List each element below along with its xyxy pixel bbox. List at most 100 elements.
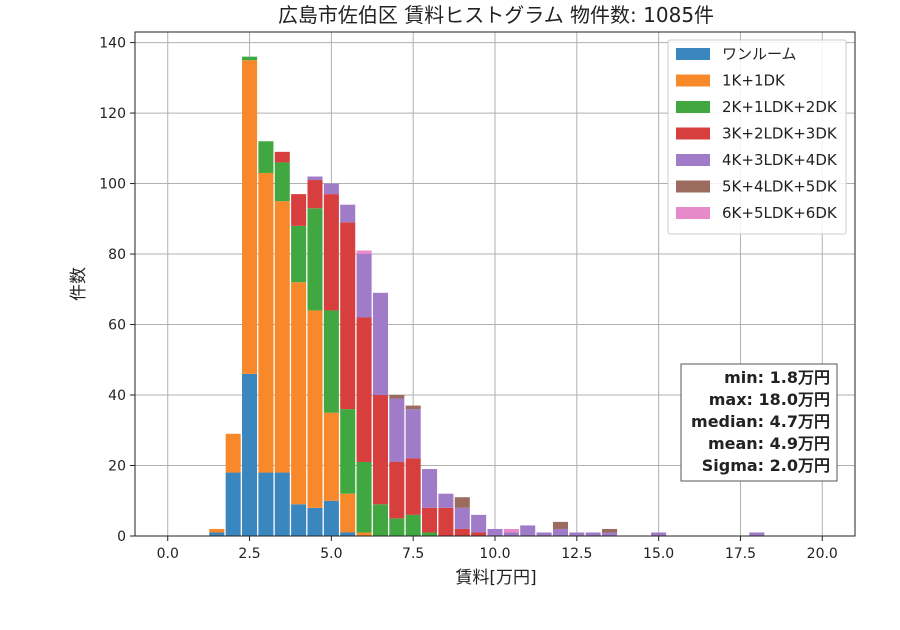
- legend-swatch-3: [676, 127, 710, 140]
- bar-segment-4: [389, 398, 405, 462]
- bar-segment-3: [356, 317, 372, 462]
- bar-segment-4: [307, 176, 323, 181]
- x-tick-label: 20.0: [807, 546, 838, 562]
- bar-segment-0: [209, 532, 225, 536]
- bar-segment-1: [356, 532, 372, 536]
- bar-segment-4: [749, 532, 765, 536]
- legend-label-6: 6K+5LDK+6DK: [722, 204, 838, 222]
- y-tick-label: 60: [108, 318, 126, 334]
- legend-swatch-5: [676, 180, 710, 193]
- bar-segment-2: [389, 518, 405, 536]
- stat-median: median: 4.7万円: [691, 412, 830, 431]
- bar-segment-1: [323, 412, 339, 501]
- bar-segment-3: [340, 222, 356, 410]
- bar-segment-4: [471, 514, 487, 533]
- bar-segment-4: [454, 507, 470, 529]
- bar-segment-2: [274, 162, 290, 202]
- bar-segment-3: [422, 507, 438, 533]
- bar-segment-4: [585, 532, 601, 536]
- bar-segment-2: [242, 56, 258, 61]
- bar-segment-0: [258, 472, 274, 536]
- stats-box: min: 1.8万円 max: 18.0万円 median: 4.7万円 mea…: [680, 363, 838, 482]
- bar-segment-4: [405, 409, 421, 459]
- bar-segment-5: [454, 497, 470, 508]
- bar-segment-4: [520, 525, 536, 536]
- bar-segment-1: [274, 201, 290, 473]
- bar-segment-1: [225, 433, 241, 473]
- bar-segment-3: [454, 528, 470, 536]
- bar-segment-6: [503, 528, 519, 533]
- bar-segment-3: [405, 458, 421, 515]
- bar-segment-4: [422, 469, 438, 508]
- bar-segment-2: [307, 208, 323, 311]
- bar-segment-5: [389, 395, 405, 399]
- bar-segment-0: [274, 472, 290, 536]
- legend-box: [667, 39, 847, 235]
- legend-swatch-6: [676, 207, 710, 219]
- x-tick-label: 5.0: [320, 546, 342, 562]
- bar-segment-1: [307, 310, 323, 508]
- y-tick-label: 140: [99, 36, 126, 52]
- bar-segment-2: [323, 310, 339, 413]
- bar-segment-3: [291, 194, 307, 226]
- stat-max: max: 18.0万円: [709, 390, 830, 409]
- bar-segment-4: [356, 254, 372, 318]
- bar-segment-0: [291, 504, 307, 536]
- bar-segment-2: [356, 461, 372, 533]
- bar-segment-0: [307, 507, 323, 536]
- legend-label-2: 2K+1LDK+2DK: [722, 98, 838, 116]
- x-tick-label: 0.0: [157, 546, 179, 562]
- x-tick-label: 12.5: [561, 546, 592, 562]
- stat-mean: mean: 4.9万円: [708, 434, 830, 453]
- legend-label-0: ワンルーム: [722, 45, 797, 63]
- x-axis-label: 賃料[万円]: [455, 568, 536, 588]
- bar-segment-1: [340, 493, 356, 533]
- bar-segment-4: [372, 292, 388, 396]
- bar-segment-1: [258, 172, 274, 473]
- bar-segment-4: [323, 183, 339, 195]
- bar-segment-4: [651, 532, 667, 536]
- legend: ワンルーム 1K+1DK 2K+1LDK+2DK 3K+2LDK+3DK 4K+3LDK…: [667, 39, 847, 235]
- bar-segment-0: [225, 472, 241, 536]
- bar-segment-3: [323, 194, 339, 311]
- bar-segment-4: [569, 532, 585, 536]
- y-tick-label: 100: [99, 177, 126, 193]
- x-tick-label: 17.5: [725, 546, 756, 562]
- bar-segment-4: [340, 204, 356, 223]
- bar-segment-3: [372, 395, 388, 505]
- y-axis-ticks: 0 20 40 60 80 100 120 140: [99, 36, 135, 545]
- legend-label-3: 3K+2LDK+3DK: [722, 125, 838, 143]
- stats-frame: [680, 363, 838, 482]
- legend-swatch-4: [676, 154, 710, 166]
- bar-segment-4: [552, 528, 568, 536]
- y-tick-label: 40: [108, 388, 126, 404]
- bar-segment-3: [274, 151, 290, 163]
- bar-segment-0: [340, 532, 356, 536]
- y-tick-label: 120: [99, 106, 126, 122]
- y-tick-label: 0: [117, 529, 126, 545]
- bar-segment-3: [438, 507, 454, 536]
- bar-segment-1: [242, 60, 258, 374]
- bar-segment-4: [487, 528, 503, 536]
- stat-sigma: Sigma: 2.0万円: [702, 456, 830, 475]
- x-tick-label: 10.0: [479, 546, 510, 562]
- bar-segment-3: [389, 461, 405, 519]
- bar-segment-2: [422, 532, 438, 536]
- bar-segment-6: [356, 250, 372, 255]
- bar-segment-4: [438, 493, 454, 508]
- bar-segment-4: [536, 532, 552, 536]
- legend-swatch-0: [676, 48, 710, 60]
- bar-segment-5: [552, 521, 568, 529]
- bar-segment-5: [602, 528, 618, 533]
- bar-segment-5: [405, 405, 421, 410]
- y-tick-label: 20: [108, 459, 126, 475]
- legend-label-5: 5K+4LDK+5DK: [722, 178, 838, 196]
- bar-segment-4: [503, 532, 519, 536]
- bar-segment-3: [307, 180, 323, 209]
- bar-segment-4: [602, 532, 618, 536]
- bar-segment-1: [291, 282, 307, 505]
- bar-segment-2: [372, 504, 388, 536]
- bar-segment-0: [323, 500, 339, 536]
- legend-swatch-1: [676, 74, 710, 87]
